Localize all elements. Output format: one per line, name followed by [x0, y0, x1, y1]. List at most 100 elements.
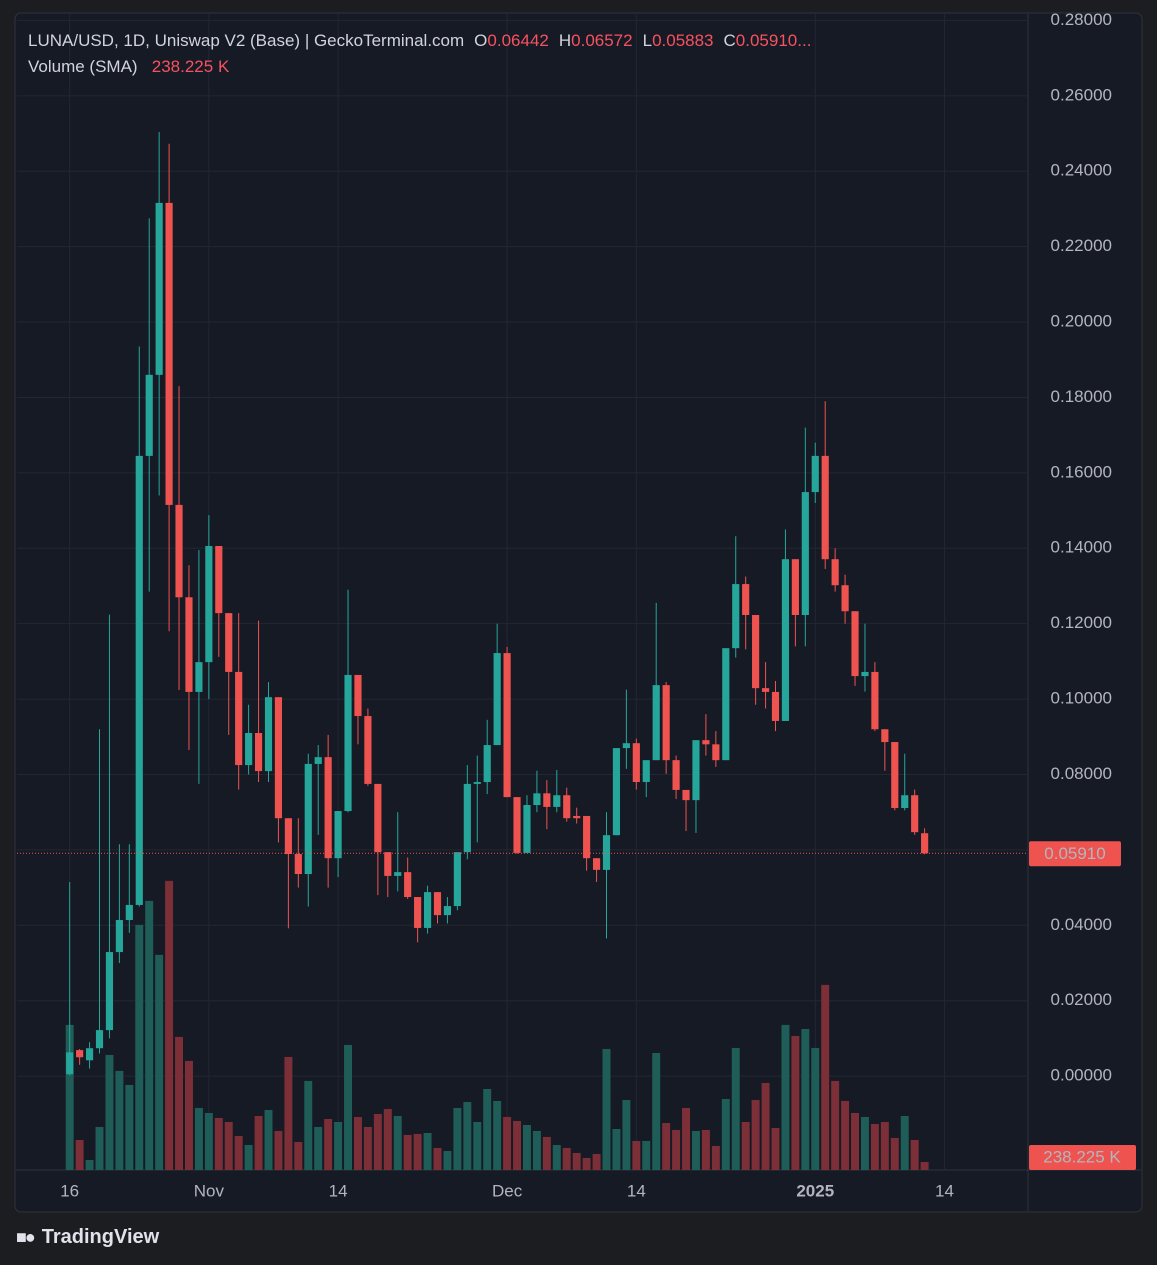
candle-body — [66, 1052, 74, 1075]
candle-body — [245, 733, 253, 766]
volume-bar — [791, 1035, 800, 1170]
candle-body — [95, 1030, 104, 1049]
volume-bar — [85, 1159, 94, 1170]
volume-bar — [75, 1139, 84, 1170]
candle-body — [284, 818, 292, 855]
ohlc-legend: O0.06442 H0.06572 L0.05883 C0.05910... — [464, 31, 811, 50]
volume-bar — [284, 1056, 293, 1170]
y-tick-label: 0.12000 — [1051, 613, 1112, 632]
candle-body — [742, 584, 750, 615]
candle-body — [493, 653, 501, 746]
candle-body — [473, 782, 481, 784]
volume-bar — [711, 1146, 720, 1170]
volume-bar — [701, 1129, 710, 1170]
candle-body — [185, 597, 193, 692]
candle-body — [682, 789, 690, 801]
y-tick-label: 0.20000 — [1051, 312, 1112, 331]
volume-badge — [1029, 1144, 1136, 1170]
candle-body — [632, 743, 640, 783]
volume-bar — [851, 1112, 860, 1170]
volume-bar — [344, 1044, 353, 1170]
volume-bar — [691, 1130, 700, 1170]
candle-body — [463, 783, 471, 853]
volume-bar — [314, 1126, 323, 1170]
volume-bar — [562, 1147, 571, 1170]
volume-bar — [324, 1118, 333, 1170]
candle-body — [384, 852, 392, 876]
candle-body — [811, 455, 819, 493]
volume-bar — [105, 1054, 114, 1170]
volume-bar — [503, 1116, 512, 1170]
last-price-label: 0.05910 — [1044, 844, 1105, 863]
volume-bar — [721, 1098, 730, 1170]
candle-body — [304, 763, 312, 875]
volume-bar — [175, 1036, 184, 1170]
volume-bar — [841, 1100, 850, 1170]
candle-body — [145, 374, 153, 456]
candle-body — [622, 743, 630, 749]
volume-bar — [125, 1084, 134, 1170]
candle-body — [652, 685, 660, 761]
brand: ■● TradingView — [16, 1226, 159, 1249]
candle-body — [155, 202, 163, 375]
volume-badge-label: 238.225 K — [1043, 1147, 1121, 1166]
y-tick-label: 0.02000 — [1051, 990, 1112, 1009]
candle-body — [453, 852, 461, 907]
candle-body — [851, 611, 859, 677]
y-tick-label: 0.26000 — [1051, 85, 1112, 104]
symbol-info: LUNA/USD, 1D, Uniswap V2 (Base) | GeckoT… — [28, 31, 465, 50]
candle-body — [423, 892, 432, 928]
volume-bar — [522, 1124, 531, 1170]
legend-row: Volume (SMA) 238.225 K — [28, 54, 811, 80]
volume-bar — [532, 1130, 541, 1170]
candle-body — [761, 688, 770, 692]
volume-bar — [751, 1099, 760, 1170]
volume-bar — [612, 1129, 621, 1170]
candle-body — [314, 757, 322, 764]
candle-body — [433, 892, 442, 916]
volume-bar — [334, 1122, 343, 1170]
y-tick-label: 0.10000 — [1051, 689, 1112, 708]
legend: LUNA/USD, 1D, Uniswap V2 (Base) | GeckoT… — [28, 28, 811, 80]
volume-bar — [602, 1048, 611, 1170]
y-tick-label: 0.08000 — [1051, 764, 1112, 783]
candle-body — [642, 760, 650, 783]
candle-body — [921, 833, 929, 854]
volume-bar — [413, 1133, 422, 1170]
candle-body — [125, 904, 133, 921]
volume-bar — [244, 1144, 253, 1170]
volume-bar — [513, 1120, 522, 1170]
candle-body — [264, 697, 273, 772]
volume-bar — [95, 1126, 104, 1170]
candle-body — [881, 729, 889, 743]
volume-bar — [304, 1080, 313, 1170]
candle-body — [523, 805, 531, 853]
ohlc-key: O — [474, 31, 488, 50]
candle-body — [712, 744, 720, 761]
indicator-name: Volume (SMA) — [28, 57, 138, 76]
y-tick-label: 0.24000 — [1051, 161, 1112, 180]
indicator-value: 238.225 K — [151, 57, 230, 76]
y-tick-label: 0.18000 — [1051, 387, 1112, 406]
volume-bar — [662, 1122, 671, 1170]
volume-bar — [622, 1099, 631, 1170]
volume-bar — [542, 1136, 551, 1170]
x-tick-label: 2025 — [796, 1181, 834, 1200]
candle-body — [503, 653, 511, 798]
volume-bar — [353, 1116, 362, 1170]
candle-body — [205, 546, 213, 663]
volume-bar — [831, 1080, 840, 1170]
volume-bar — [264, 1109, 273, 1170]
candle-body — [871, 671, 879, 730]
candle-body — [722, 648, 730, 761]
candle-body — [195, 662, 203, 692]
candle-body — [513, 797, 521, 853]
candle-body — [215, 546, 223, 614]
candle-body — [573, 815, 581, 819]
candle-body — [861, 671, 869, 677]
volume-bar — [761, 1082, 770, 1170]
candle-body — [771, 691, 780, 721]
ohlc-key: H — [558, 31, 572, 50]
candle-body — [443, 906, 452, 916]
